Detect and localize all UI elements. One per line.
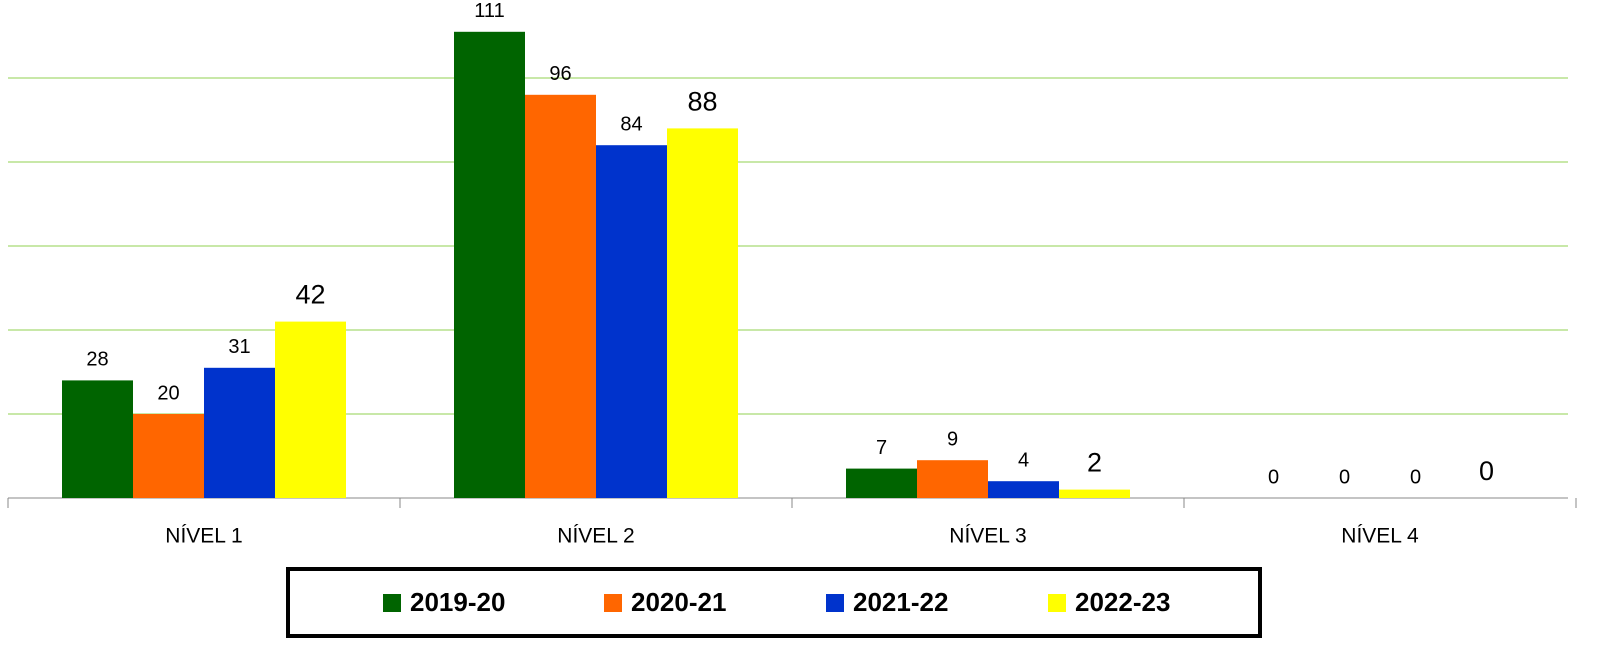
bar xyxy=(204,367,275,498)
bar xyxy=(454,31,525,499)
value-label: 0 xyxy=(1410,466,1421,488)
x-tick-label: NÍVEL 1 xyxy=(165,525,242,548)
value-label: 9 xyxy=(947,428,958,450)
value-label: 4 xyxy=(1018,449,1029,471)
value-label: 0 xyxy=(1339,466,1350,488)
value-label: 0 xyxy=(1268,466,1279,488)
legend-label: 2019-20 xyxy=(410,587,505,617)
bar xyxy=(596,145,667,498)
value-label: 88 xyxy=(687,87,717,117)
bar xyxy=(62,380,133,498)
value-label: 31 xyxy=(228,336,250,358)
bar xyxy=(667,128,738,498)
legend-swatch xyxy=(383,594,401,612)
value-label: 28 xyxy=(86,349,108,371)
bar xyxy=(275,321,346,498)
bar xyxy=(1059,489,1130,498)
legend-label: 2022-23 xyxy=(1075,587,1170,617)
value-label: 84 xyxy=(620,113,642,135)
x-tick-label: NÍVEL 4 xyxy=(1341,525,1419,548)
value-label: 2 xyxy=(1087,448,1102,478)
value-label: 7 xyxy=(876,437,887,459)
legend-swatch xyxy=(826,594,844,612)
bar xyxy=(917,460,988,498)
value-label: 42 xyxy=(295,280,325,310)
bar xyxy=(133,414,204,498)
legend-swatch xyxy=(604,594,622,612)
bar xyxy=(846,468,917,498)
value-label: 96 xyxy=(549,63,571,85)
legend-box xyxy=(286,567,1262,638)
legend-swatch xyxy=(1048,594,1066,612)
legend-label: 2020-21 xyxy=(631,587,726,617)
bar xyxy=(988,481,1059,498)
value-label: 20 xyxy=(157,382,179,404)
legend-label: 2021-22 xyxy=(853,587,948,617)
value-label: 0 xyxy=(1479,456,1494,486)
bar xyxy=(525,94,596,499)
x-tick-label: NÍVEL 2 xyxy=(557,525,634,548)
value-label: 111 xyxy=(474,0,504,22)
x-tick-label: NÍVEL 3 xyxy=(949,525,1026,548)
